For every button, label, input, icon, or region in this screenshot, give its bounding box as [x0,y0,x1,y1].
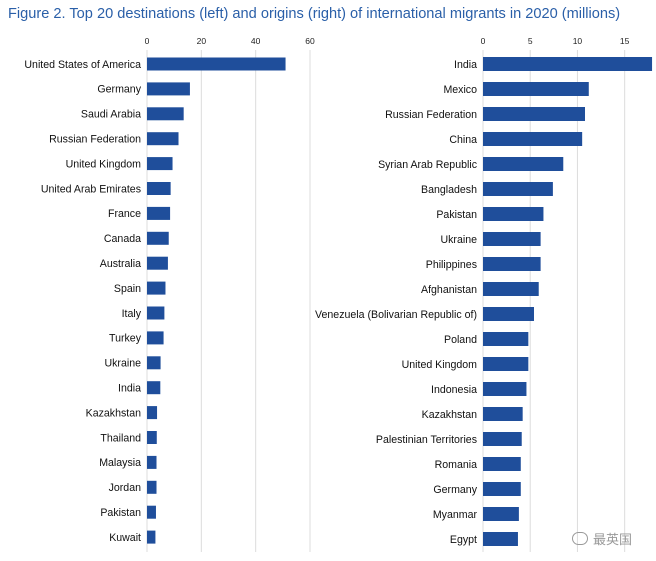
origin-bar [483,382,527,396]
destination-category-label: Ukraine [104,358,141,370]
origin-category-label: China [449,134,477,146]
origin-category-label: Russian Federation [385,109,477,121]
watermark: 最英国 [572,529,632,548]
destination-category-label: Saudi Arabia [81,109,141,121]
origin-category-label: Venezuela (Bolivarian Republic of) [315,309,477,321]
destination-bar [147,157,173,171]
destination-bar [147,107,184,121]
origin-bar [483,207,544,221]
origin-bar [483,57,653,71]
destination-category-label: Jordan [109,482,141,494]
origin-bar [483,132,583,146]
origin-category-label: Kazakhstan [422,409,477,421]
origin-bar [483,257,541,271]
destination-category-label: India [118,383,141,395]
destination-category-label: Germany [97,84,141,96]
origin-bar [483,182,553,196]
destination-bar [147,381,161,395]
origin-bar [483,157,564,171]
destination-category-label: Italy [122,308,142,320]
origin-category-label: Egypt [450,534,477,546]
destination-tick-label: 0 [145,36,150,46]
figure-title: Figure 2. Top 20 destinations (left) and… [8,6,621,22]
origin-category-label: Myanmar [433,509,478,521]
origin-category-label: Bangladesh [421,184,477,196]
destination-bar [147,306,165,320]
destination-bar [147,505,156,519]
origin-bar [483,357,529,371]
destination-category-label: Kuwait [109,532,141,544]
origin-bar [483,407,523,421]
origin-tick-label: 5 [528,36,533,46]
destination-bar [147,206,171,220]
origin-category-label: Philippines [426,259,477,271]
origin-category-label: Afghanistan [421,284,477,296]
destination-category-label: Russian Federation [49,134,141,146]
origin-category-label: India [454,59,477,71]
destination-category-label: France [108,208,141,220]
origin-category-label: Ukraine [440,234,477,246]
origin-category-label: Syrian Arab Republic [378,159,478,171]
origin-bar [483,482,521,496]
origin-bar [483,282,539,296]
destination-category-label: Australia [100,258,141,270]
origin-bar [483,82,589,96]
destination-bar [147,82,190,96]
origin-category-label: Palestinian Territories [376,434,477,446]
origin-category-label: Mexico [443,84,477,96]
origin-bar [483,507,519,521]
destination-category-label: Canada [104,233,141,245]
origin-category-label: Indonesia [431,384,477,396]
origin-tick-label: 10 [573,36,583,46]
destination-bar [147,455,157,469]
destination-tick-label: 20 [197,36,207,46]
destination-bar [147,331,164,345]
destination-bar [147,57,286,71]
destination-category-label: Kazakhstan [86,407,141,419]
destination-bar [147,431,157,444]
origin-bar [483,232,541,246]
destination-bar [147,256,168,270]
destination-tick-label: 40 [251,36,261,46]
destination-bar [147,281,166,295]
origin-category-label: Poland [444,334,477,346]
wechat-icon [572,532,588,545]
destination-category-label: Turkey [109,333,142,345]
destination-category-label: Thailand [100,432,141,444]
destination-bar [147,530,156,544]
origin-category-label: Germany [433,484,477,496]
destination-category-label: United Kingdom [66,158,142,170]
destination-bar [147,480,157,494]
origin-category-label: United Kingdom [402,359,478,371]
destination-bar [147,406,158,420]
origin-tick-label: 0 [481,36,486,46]
destination-category-label: United Arab Emirates [41,183,141,195]
origin-bar [483,332,529,346]
origin-category-label: Pakistan [436,209,477,221]
destination-bar [147,356,161,370]
destination-tick-label: 60 [305,36,315,46]
origin-bar [483,432,522,446]
origin-category-label: Romania [435,459,478,471]
destination-bar [147,182,171,195]
destination-category-label: Malaysia [99,457,141,469]
destination-category-label: Spain [114,283,141,295]
origin-tick-label: 15 [620,36,630,46]
destination-category-label: Pakistan [100,507,141,519]
origin-bar [483,532,518,546]
origin-bar [483,307,534,321]
origin-bar [483,457,521,471]
destination-bar [147,231,169,245]
origin-bar [483,107,585,121]
destination-bar [147,132,179,146]
destination-category-label: United States of America [24,59,141,71]
watermark-text: 最英国 [593,533,633,548]
